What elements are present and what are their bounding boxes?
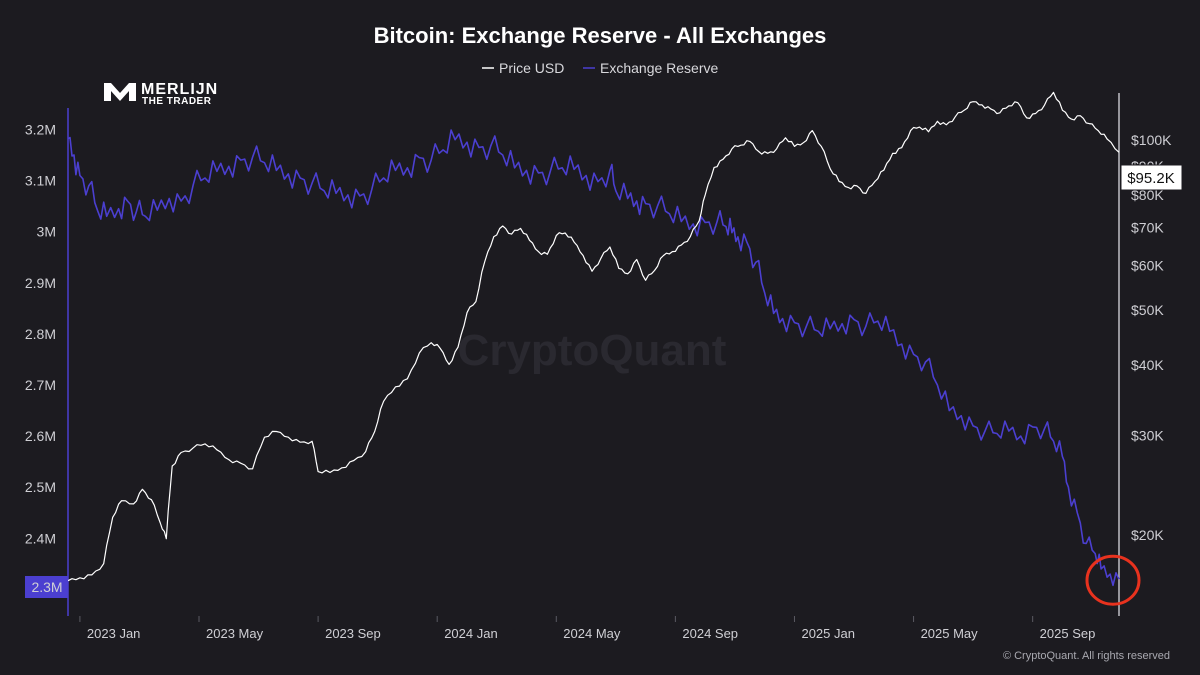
copyright: © CryptoQuant. All rights reserved xyxy=(1003,650,1170,662)
logo-line1: MERLIJN xyxy=(141,81,218,98)
legend-reserve-label: Exchange Reserve xyxy=(600,60,719,76)
x-tick-label: 2023 Jan xyxy=(87,626,141,641)
left-tick-label: 2.6M xyxy=(25,428,56,444)
left-tick-label: 2.9M xyxy=(25,275,56,291)
current-price-marker: $95.2K xyxy=(1120,164,1183,191)
x-axis-ticks: 2023 Jan 2023 May 2023 Sep 2024 Jan 2024 May… xyxy=(79,616,1096,641)
x-tick-label: 2023 May xyxy=(206,626,264,641)
left-tick-label: 2.4M xyxy=(25,530,56,546)
left-tick-label: 3.2M xyxy=(25,121,56,137)
left-tick-label: 3.1M xyxy=(25,173,56,189)
logo-line2: THE TRADER xyxy=(142,96,212,107)
left-tick-label: 3M xyxy=(37,224,56,240)
right-tick-label: $80K xyxy=(1131,187,1164,203)
chart-title: Bitcoin: Exchange Reserve - All Exchange… xyxy=(374,23,827,48)
current-price-badge xyxy=(1120,164,1183,191)
watermark: CryptoQuant xyxy=(458,326,727,375)
right-tick-label: $50K xyxy=(1131,302,1164,318)
right-tick-label: $40K xyxy=(1131,357,1164,373)
price-series-line xyxy=(67,91,1120,582)
current-reserve-marker: 2.3M xyxy=(25,576,68,598)
x-tick-label: 2025 Sep xyxy=(1040,626,1096,641)
right-tick-label: $100K xyxy=(1131,132,1172,148)
left-tick-label: 2.7M xyxy=(25,377,56,393)
right-tick-label: $20K xyxy=(1131,527,1164,543)
x-tick-label: 2024 Sep xyxy=(682,626,738,641)
logo-mark-icon xyxy=(104,83,136,101)
left-tick-label: 2.8M xyxy=(25,326,56,342)
left-tick-label: 2.5M xyxy=(25,479,56,495)
highlight-circle xyxy=(1085,554,1141,606)
right-tick-label: $60K xyxy=(1131,258,1164,274)
merlijn-logo: MERLIJN THE TRADER xyxy=(104,81,218,107)
x-tick-label: 2025 May xyxy=(921,626,979,641)
right-tick-label: $70K xyxy=(1131,220,1164,236)
legend: Price USD Exchange Reserve xyxy=(482,60,719,76)
legend-price-label: Price USD xyxy=(499,60,564,76)
current-reserve-value: 2.3M xyxy=(31,579,62,595)
current-reserve-badge xyxy=(25,576,68,598)
x-tick-label: 2024 Jan xyxy=(444,626,498,641)
x-tick-label: 2024 May xyxy=(563,626,621,641)
current-price-value: $95.2K xyxy=(1127,170,1175,187)
reserve-series-line xyxy=(67,129,1120,587)
x-tick-label: 2023 Sep xyxy=(325,626,381,641)
x-tick-label: 2025 Jan xyxy=(801,626,855,641)
right-tick-label: $30K xyxy=(1131,428,1164,444)
left-axis-ticks: 2.4M 2.5M 2.6M 2.7M 2.8M 2.9M 3M 3.1M 3.2M xyxy=(25,121,56,546)
